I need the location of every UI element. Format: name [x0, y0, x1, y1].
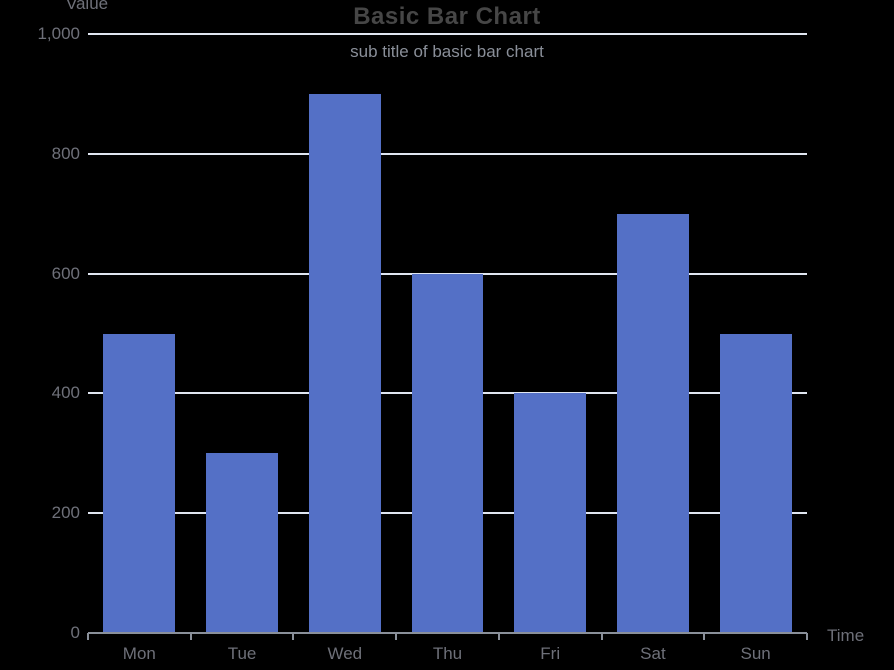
bar-sun	[719, 333, 792, 633]
x-axis-name: Time	[827, 626, 865, 645]
y-axis-name: Value	[65, 0, 109, 13]
x-axis-line	[88, 632, 807, 634]
x-tick-label-mon: Mon	[122, 644, 156, 663]
bar-fri	[514, 393, 587, 633]
bar-sat	[616, 213, 689, 633]
x-tick-mark	[497, 633, 500, 640]
x-tick-label-tue: Tue	[227, 644, 257, 663]
chart-subtitle: sub title of basic bar chart	[350, 42, 544, 61]
x-tick-mark	[600, 633, 603, 640]
bar-thu	[411, 273, 484, 633]
gridline	[88, 33, 807, 35]
y-tick-label: 400	[51, 383, 80, 403]
y-tick-label: 600	[51, 263, 80, 283]
x-tick-label-fri: Fri	[540, 644, 561, 663]
x-tick-mark	[87, 633, 89, 640]
bar-wed	[308, 93, 381, 633]
y-tick-label: 800	[51, 143, 80, 163]
x-tick-label-thu: Thu	[432, 644, 463, 663]
x-tick-mark	[395, 633, 398, 640]
x-tick-label-wed: Wed	[327, 644, 363, 663]
x-tick-mark	[292, 633, 295, 640]
x-tick-mark	[189, 633, 192, 640]
chart-title: Basic Bar Chart	[353, 3, 541, 30]
y-tick-label: 1,000	[37, 24, 80, 43]
y-tick-label: 200	[51, 503, 80, 523]
x-tick-label-sun: Sun	[740, 644, 771, 663]
x-tick-mark	[806, 633, 808, 640]
bar-tue	[206, 453, 278, 633]
gridline	[88, 152, 807, 155]
y-tick-label: 0	[70, 623, 80, 642]
x-tick-mark	[703, 633, 706, 640]
x-tick-label-sat: Sat	[640, 644, 666, 663]
bar-mon	[103, 333, 176, 633]
